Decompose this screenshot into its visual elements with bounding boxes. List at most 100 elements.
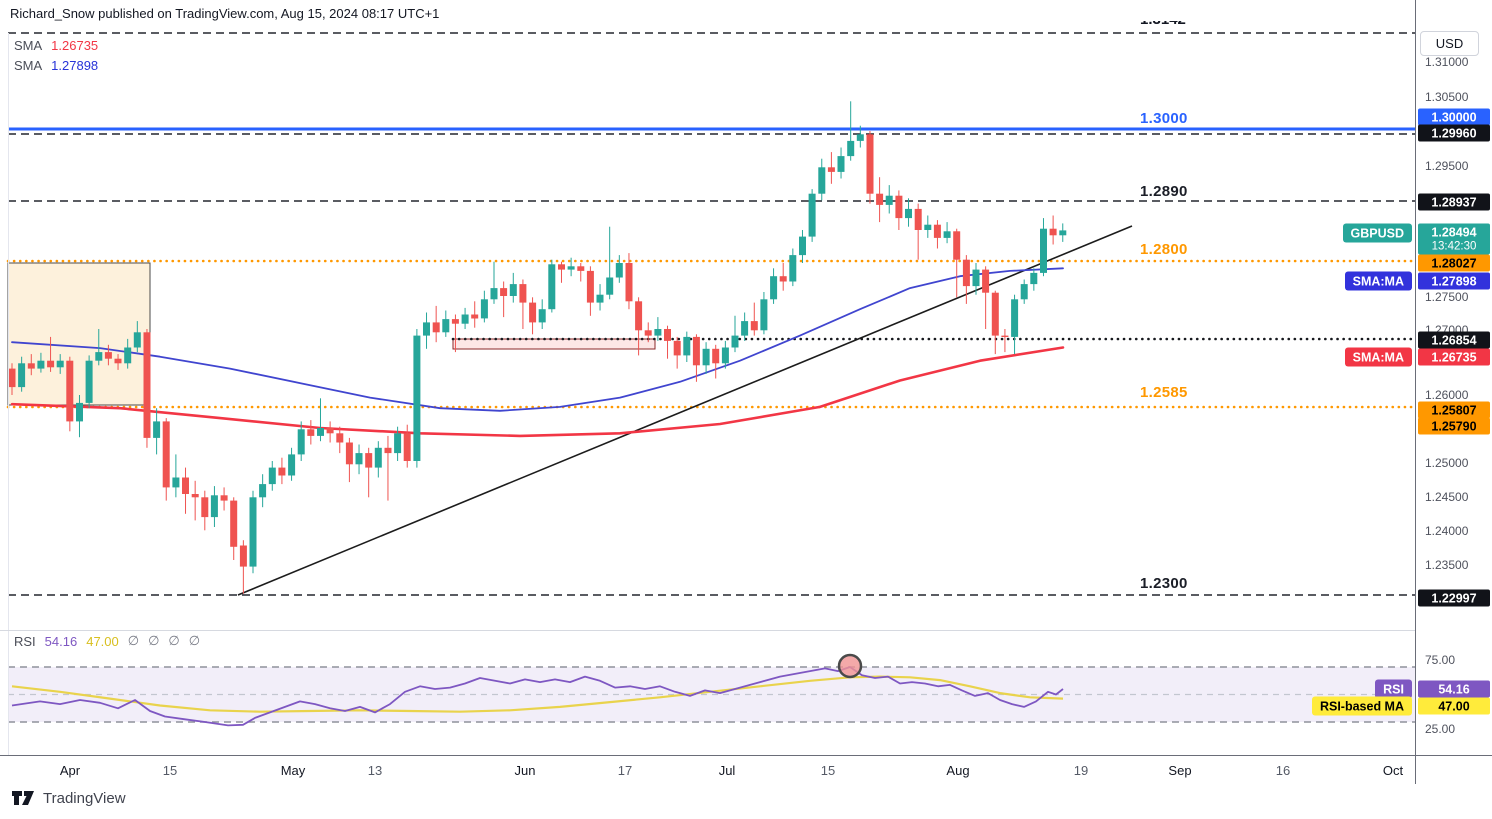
price-scale-tick: 25.00 (1425, 722, 1456, 736)
rsi-legend-row[interactable]: RSI 54.16 47.00 ∅ ∅ ∅ ∅ (14, 633, 200, 649)
candle-body (712, 348, 720, 364)
candle-body (27, 363, 35, 369)
candle-body (8, 368, 16, 388)
pane-separator[interactable] (0, 630, 1415, 631)
sma-fast-value: 1.27898 (51, 58, 99, 73)
time-axis[interactable]: Apr 15 May 13 Jun 17 Jul 15 Aug 19 Sep 16 Oct (0, 755, 1415, 784)
candle-body (625, 263, 633, 302)
candle-body (153, 421, 161, 438)
candle-body (567, 266, 575, 270)
sma-slow-value: 1.26735 (51, 38, 99, 53)
candle-body (259, 484, 267, 498)
candle-body (548, 264, 556, 310)
candle-body (124, 347, 132, 364)
chart-canvas[interactable] (0, 0, 1415, 783)
candle-body (143, 332, 151, 438)
level-label-12890: 1.2890 (1140, 183, 1188, 200)
level-label-12800: 1.2800 (1140, 241, 1188, 258)
candle-body (991, 292, 999, 336)
price-badge-1.26854: 1.26854 (1418, 331, 1490, 349)
candle-body (191, 494, 199, 498)
candle-body (856, 134, 864, 141)
candle-body (47, 360, 55, 368)
level-label-13142-clipped: 1.3142 (1140, 21, 1186, 28)
rsi-ma-value: 47.00 (86, 633, 119, 649)
time-tick-Sep: Sep (1168, 763, 1192, 778)
price-scale-tick: 1.31000 (1425, 55, 1469, 69)
candle-body (432, 322, 440, 333)
price-badge-1.28494: 1.28494 13:42:30 (1418, 223, 1490, 255)
countdown-timer: 13:42:30 (1431, 240, 1477, 252)
candle-body (750, 321, 758, 331)
candle-body (914, 208, 922, 230)
time-tick-13: 13 (367, 763, 383, 778)
candle-body (905, 208, 912, 219)
candles-layer (8, 101, 1067, 594)
candle-body (239, 545, 247, 567)
time-tick-Aug: Aug (946, 763, 970, 778)
candle-body (529, 302, 537, 323)
sma-fast-legend-row[interactable]: SMA 1.27898 (14, 56, 98, 76)
level-label-13000: 1.3000 (1140, 110, 1188, 127)
price-scale-tick: 1.29500 (1425, 159, 1469, 173)
candle-body (403, 433, 411, 461)
candle-body (654, 329, 662, 336)
price-badge-1.29960: 1.29960 (1418, 124, 1490, 142)
time-tick-19: 19 (1073, 763, 1089, 778)
candle-body (345, 442, 353, 465)
candle-body (423, 322, 430, 336)
candle-body (596, 294, 604, 303)
price-scale[interactable]: 1.31000 1.30500 1.29500 1.27500 1.27000 1.260… (1415, 0, 1492, 783)
candle-body (201, 497, 209, 518)
candle-body (365, 453, 373, 468)
candle-body (268, 467, 276, 485)
rsi-line (11, 666, 1064, 727)
price-scale-tick: 1.24500 (1425, 490, 1469, 504)
candle-body (895, 195, 903, 219)
sma-slow-label: SMA (14, 38, 43, 53)
candle-body (519, 284, 527, 303)
series-label-gbpusd: GBPUSD (1342, 223, 1412, 243)
candle-body (683, 336, 691, 356)
candle-body (586, 270, 594, 303)
level-label-12300: 1.2300 (1140, 575, 1188, 592)
candle-body (172, 477, 180, 488)
price-badge-1.26735: 1.26735 (1418, 348, 1490, 366)
candle-body (876, 193, 884, 205)
candle-body (644, 330, 652, 336)
candle-body (1020, 284, 1028, 300)
candle-body (837, 156, 845, 172)
price-scale-tick: 75.00 (1425, 653, 1456, 667)
candle-body (133, 332, 141, 348)
candle-body (66, 360, 74, 422)
time-tick-15: 15 (162, 763, 178, 778)
candle-body (442, 319, 450, 333)
price-badge-1.27898: 1.27898 (1418, 272, 1490, 290)
currency-toggle-button[interactable]: USD (1420, 31, 1479, 56)
time-tick-16: 16 (1275, 763, 1291, 778)
candle-body (95, 352, 103, 361)
candle-body (1001, 335, 1009, 337)
candle-body (249, 497, 257, 567)
tradingview-watermark[interactable]: TradingView (12, 789, 126, 807)
candle-body (702, 348, 710, 366)
candle-body (210, 495, 218, 518)
candle-body (673, 340, 681, 356)
candle-body (336, 433, 344, 443)
sma-slow-legend-row[interactable]: SMA 1.26735 (14, 36, 98, 56)
candle-body (162, 421, 170, 488)
candle-body (384, 447, 392, 454)
price-scale-tick: 1.25000 (1425, 456, 1469, 470)
candle-body (577, 266, 585, 271)
candle-body (355, 453, 363, 465)
candle-body (779, 276, 787, 282)
candle-body (114, 358, 122, 364)
candle-body (741, 321, 749, 336)
candle-body (808, 193, 816, 237)
candle-body (182, 477, 189, 494)
candle-body (317, 428, 324, 436)
series-label-rsi: RSI (1375, 679, 1412, 699)
candle-body (461, 314, 469, 324)
attribution-text: Richard_Snow published on TradingView.co… (10, 6, 440, 21)
candle-body (394, 433, 402, 454)
